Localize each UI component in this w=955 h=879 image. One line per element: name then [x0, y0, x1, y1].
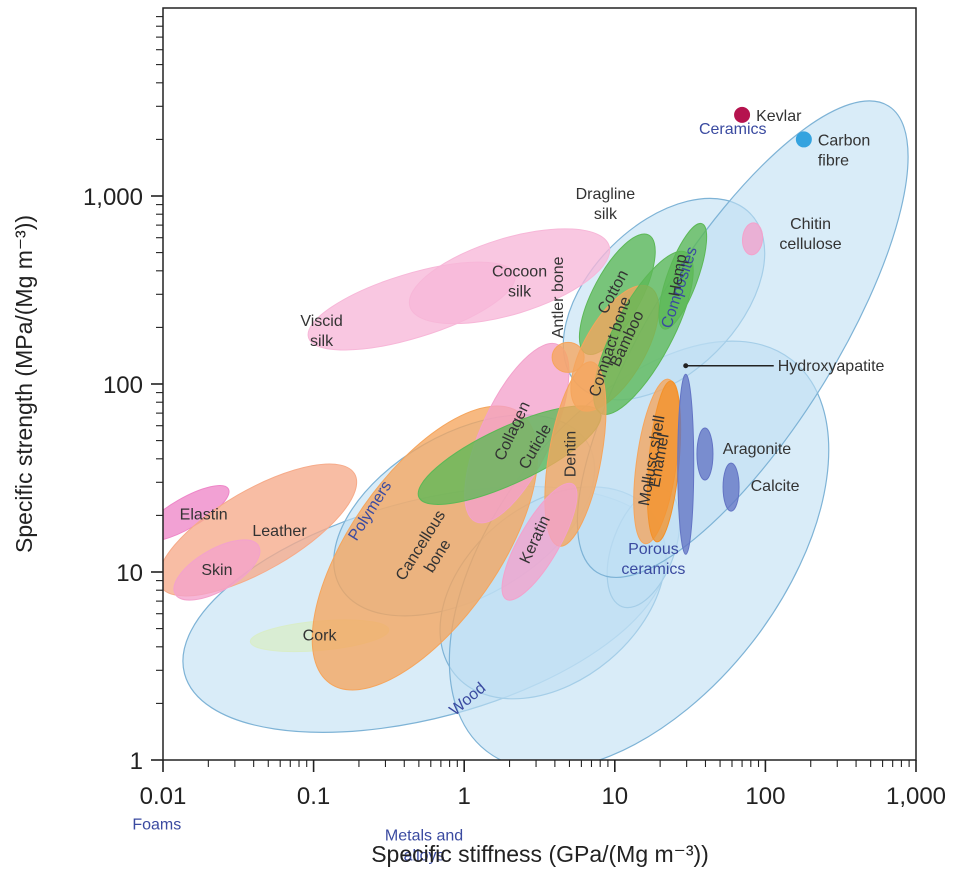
hydroxyapatite-leader-dot	[683, 363, 689, 369]
region-label-metals-and-alloys: Metals and alloys	[385, 827, 463, 864]
point-carbon-fibre	[795, 131, 812, 148]
material-label-aragonite: Aragonite	[723, 441, 792, 458]
x-tick-label: 0.1	[297, 783, 330, 810]
material-aragonite	[696, 427, 714, 481]
material-label-leather: Leather	[252, 523, 307, 540]
material-label-elastin: Elastin	[180, 506, 228, 523]
point-kevlar	[734, 106, 751, 123]
axes-layer: 0.01 0.1 1 10 100 1,000 1 10 100 1,000	[83, 7, 946, 810]
x-axis-title: Specific stiffness (GPa/(Mg m⁻³))	[371, 841, 709, 867]
x-tick-label: 1	[458, 783, 471, 810]
point-label-kevlar: Kevlar	[756, 108, 802, 125]
material-label-hydroxyapatite: Hydroxyapatite	[778, 358, 885, 375]
material-label-chitin-cellulose: Chitin cellulose	[779, 216, 841, 253]
x-tick-label: 10	[601, 783, 628, 810]
point-label-carbon-fibre: Carbon fibre	[818, 132, 870, 169]
material-keratin	[501, 482, 578, 601]
material-label-calcite: Calcite	[751, 478, 800, 495]
material-chitin-cellulose	[741, 222, 764, 256]
material-hemp	[658, 222, 708, 330]
region-label-foams: Foams	[132, 816, 181, 833]
y-axis-title: Specific strength (MPa/(Mg m⁻³))	[11, 215, 37, 553]
x-tick-label: 0.01	[140, 783, 187, 810]
material-hydroxyapatite	[677, 373, 695, 555]
x-tick-label: 1,000	[886, 783, 946, 810]
materials-layer	[163, 222, 764, 691]
material-label-dentin: Dentin	[562, 431, 579, 477]
y-tick-label: 10	[116, 560, 143, 587]
y-tick-label: 1	[130, 748, 143, 775]
material-label-cork: Cork	[303, 628, 338, 645]
material-cocoon-silk	[408, 228, 611, 325]
region-label-porous-ceramics: Porous ceramics	[621, 541, 685, 578]
material-calcite	[722, 462, 740, 512]
material-skin	[173, 539, 261, 601]
y-tick-label: 100	[103, 372, 143, 399]
material-label-skin: Skin	[201, 562, 232, 579]
points-layer	[734, 106, 812, 148]
y-tick-label: 1,000	[83, 184, 143, 211]
material-label-viscid-silk: Viscid silk	[300, 313, 342, 350]
material-label-dragline-silk: Dragline silk	[576, 186, 636, 223]
material-label-cocoon-silk: Cocoon silk	[492, 263, 547, 300]
x-tick-label: 100	[745, 783, 785, 810]
region-label-ceramics: Ceramics	[699, 121, 767, 138]
material-label-antler-bone: Antler bone	[550, 256, 567, 338]
